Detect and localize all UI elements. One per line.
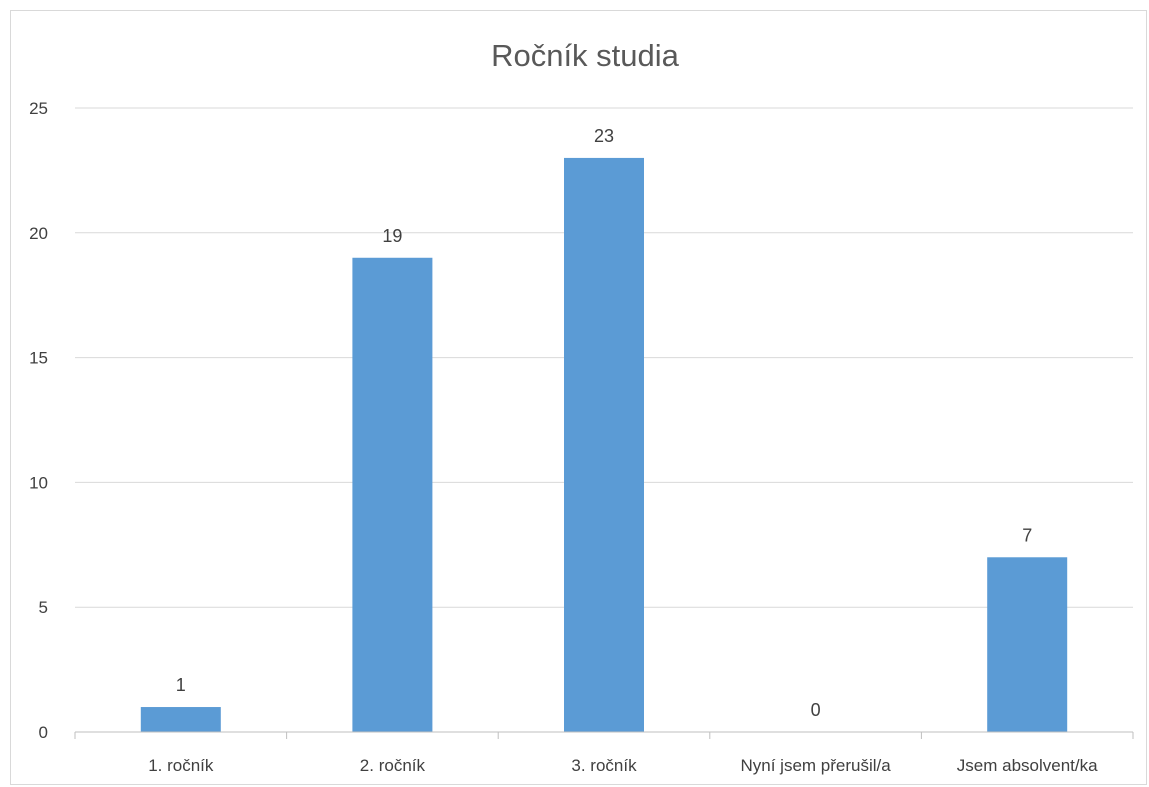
data-label: 23 xyxy=(594,126,614,146)
y-tick-label: 15 xyxy=(29,349,48,368)
y-tick-label: 20 xyxy=(29,224,48,243)
bar xyxy=(352,258,432,732)
x-tick-label: Nyní jsem přerušil/a xyxy=(740,756,891,775)
x-tick-label: 1. ročník xyxy=(148,756,214,775)
bar xyxy=(987,557,1067,732)
x-axis-ticks: 1. ročník 2. ročník 3. ročník Nyní jsem pře… xyxy=(75,732,1133,775)
y-tick-label: 5 xyxy=(39,598,48,617)
data-label: 19 xyxy=(382,226,402,246)
y-tick-label: 25 xyxy=(29,99,48,118)
data-label: 7 xyxy=(1022,525,1032,545)
bars xyxy=(141,158,1067,732)
data-label: 0 xyxy=(811,700,821,720)
chart-title: Ročník studia xyxy=(491,38,680,73)
x-tick-label: 3. ročník xyxy=(571,756,637,775)
x-tick-label: 2. ročník xyxy=(360,756,426,775)
bar xyxy=(141,707,221,732)
data-label: 1 xyxy=(176,675,186,695)
bar xyxy=(564,158,644,732)
x-tick-label: Jsem absolvent/ka xyxy=(957,756,1098,775)
y-tick-label: 0 xyxy=(39,723,48,742)
y-axis-ticks: 0 5 10 15 20 25 xyxy=(29,99,48,742)
y-tick-label: 10 xyxy=(29,473,48,492)
